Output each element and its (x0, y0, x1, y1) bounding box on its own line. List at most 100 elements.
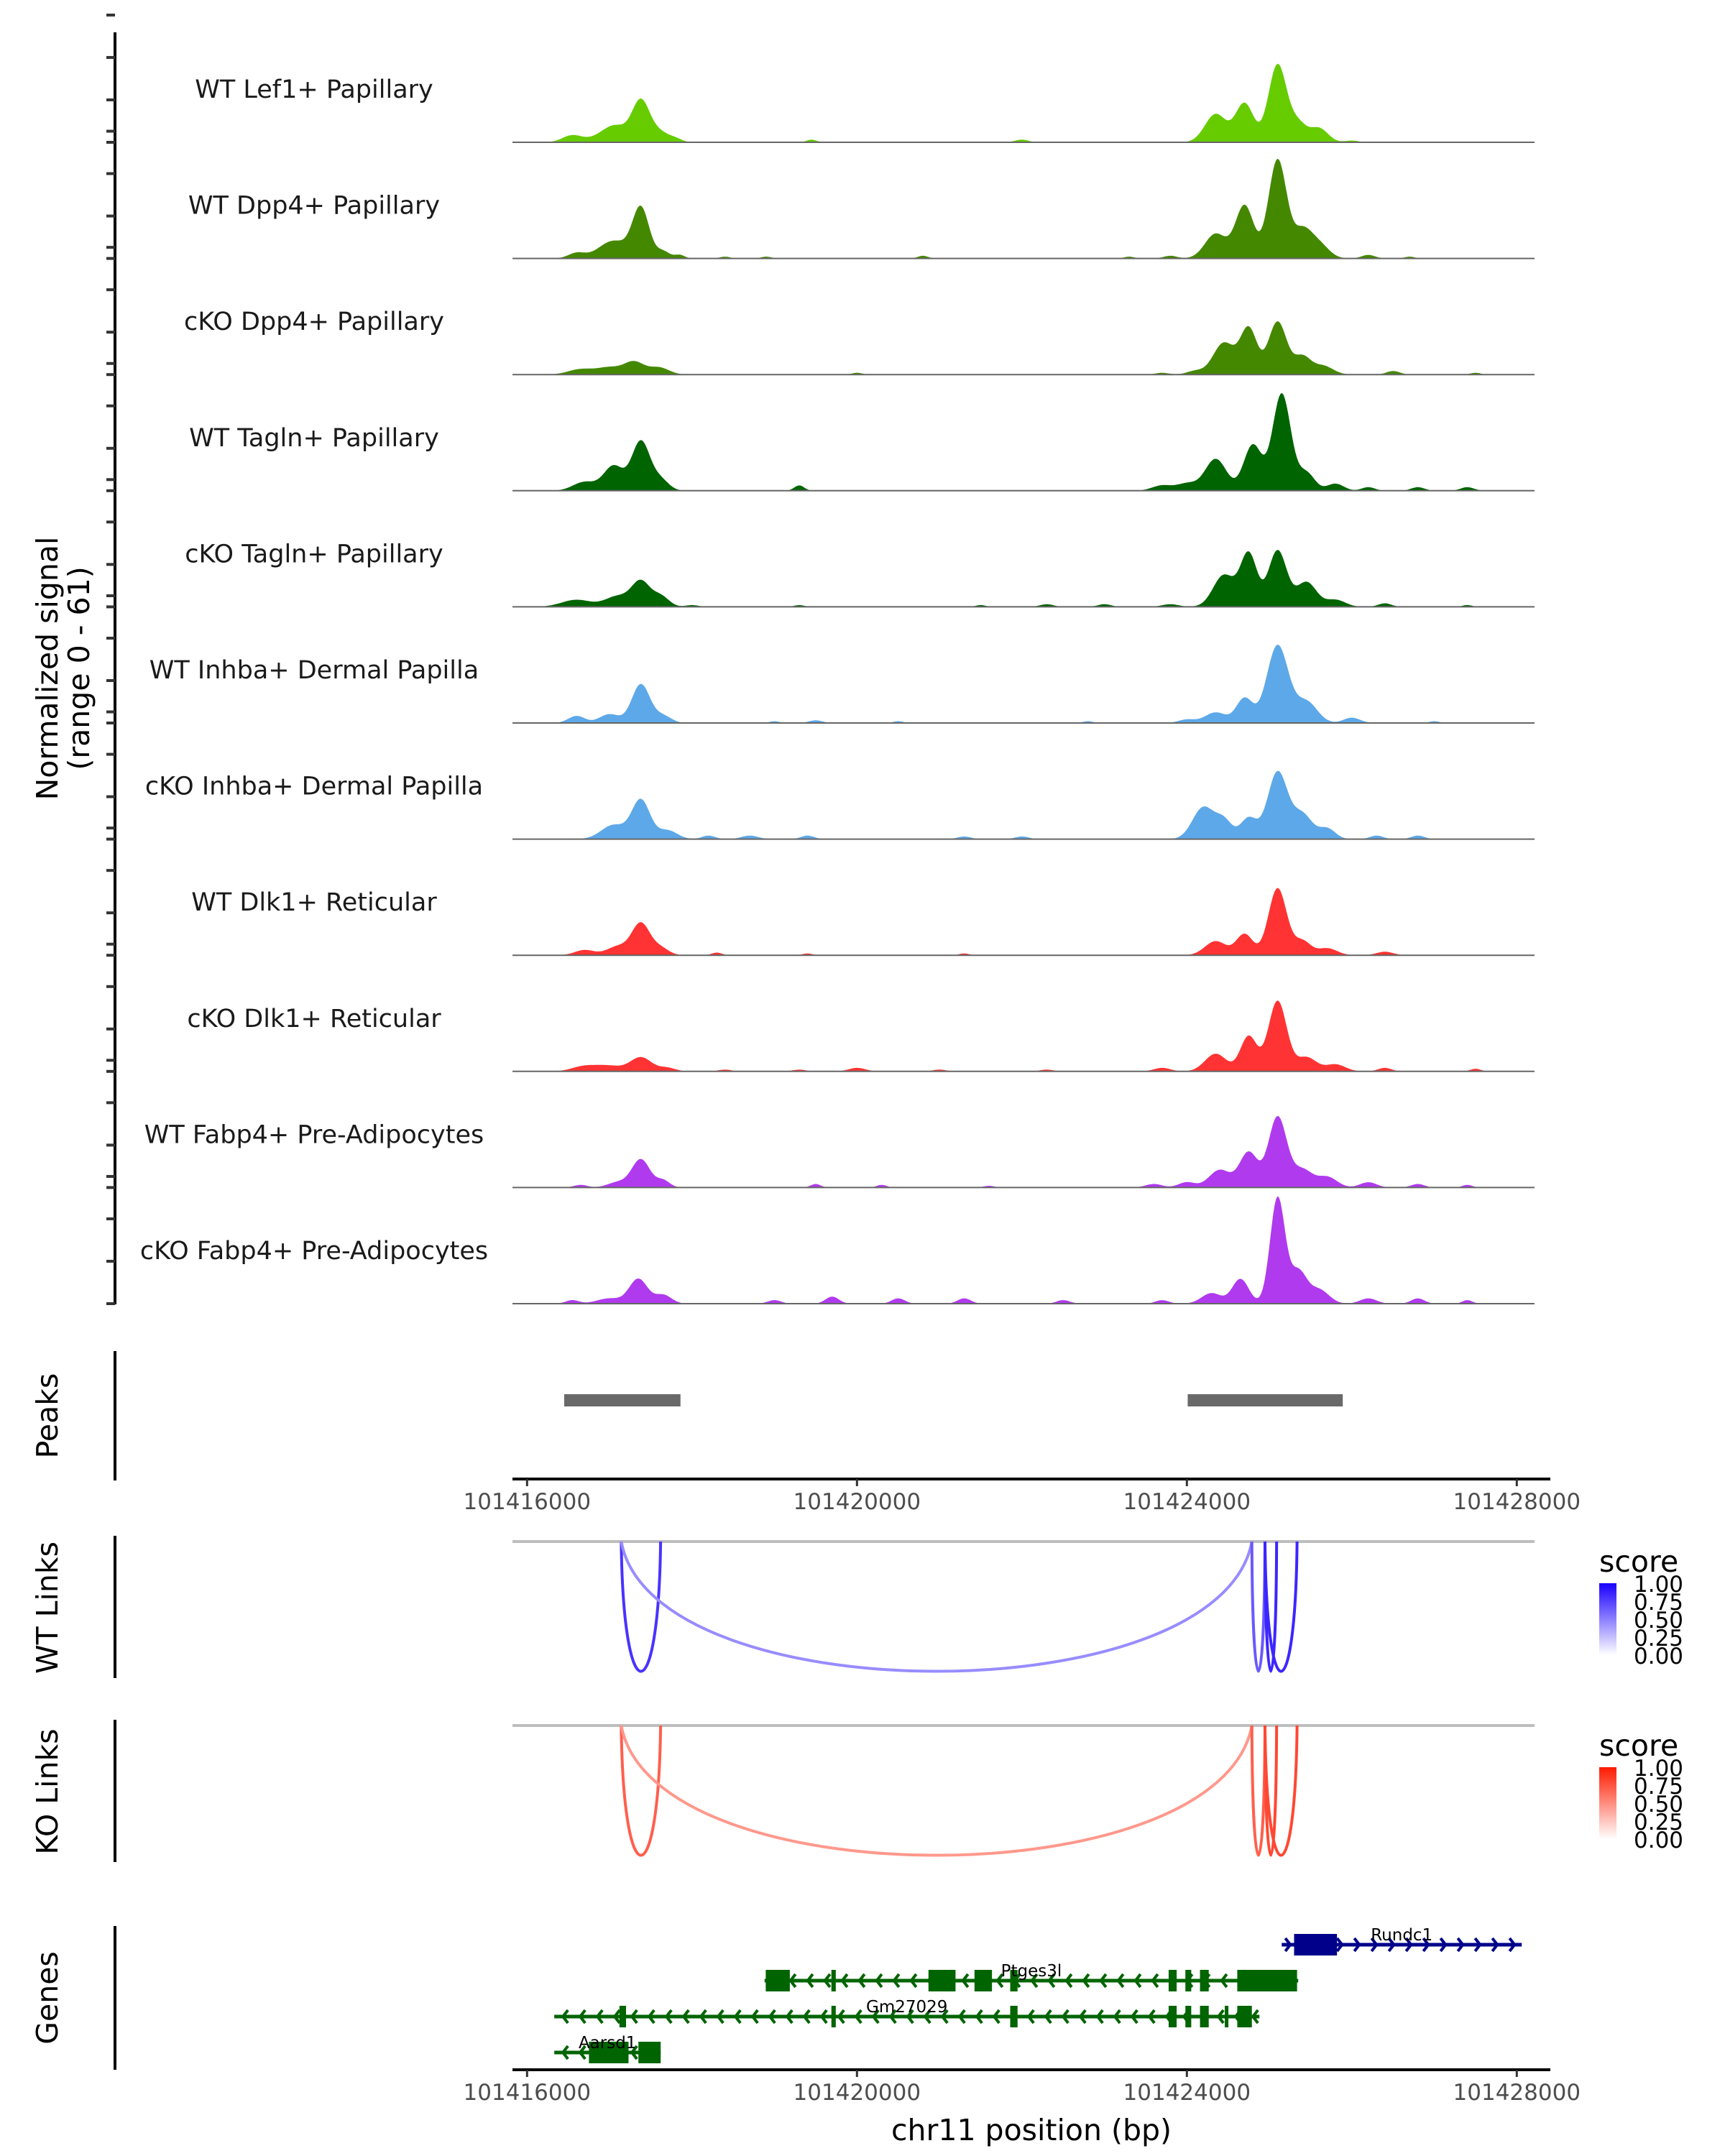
x-tick-label: 101428000 (1453, 1489, 1581, 1515)
coverage-track: cKO Inhba+ Dermal Papilla (106, 710, 1550, 841)
coverage-track: WT Dpp4+ Papillary (106, 129, 1550, 260)
track-label: WT Inhba+ Dermal Papilla (150, 656, 479, 685)
strand-arrow-icon (1422, 1937, 1430, 1953)
strand-arrow-icon (750, 2009, 759, 2024)
coverage-area (512, 770, 1550, 839)
link-arc (620, 1725, 663, 1857)
strand-arrow-icon (1047, 1973, 1056, 1989)
coverage-area (512, 888, 1550, 956)
coverage-track: cKO Dpp4+ Papillary (106, 246, 1550, 377)
peak-region (564, 1394, 681, 1406)
strand-arrow-icon (992, 2009, 1000, 2024)
links-label: KO Links (30, 1728, 65, 1854)
gene-exon (1200, 2006, 1209, 2027)
coverage-area (512, 392, 1550, 491)
coverage-track: WT Dlk1+ Reticular (106, 826, 1550, 957)
strand-arrow-icon (1116, 1973, 1125, 1989)
strand-arrow-icon (1099, 1973, 1108, 1989)
strand-arrow-icon (1284, 1937, 1292, 1953)
track-label: WT Tagln+ Papillary (189, 424, 439, 453)
strand-arrow-icon (1078, 2009, 1087, 2024)
gene-exon (831, 2006, 836, 2027)
coverage-area (512, 550, 1550, 607)
strand-arrow-icon (1251, 2009, 1259, 2024)
gene-label: Ptges3l (1001, 1962, 1062, 1981)
strand-arrow-icon (1353, 1937, 1361, 1953)
strand-arrow-icon (1130, 2009, 1138, 2024)
gene-exon (1237, 1970, 1297, 1991)
legend-tick-label: 0.50 (1634, 1792, 1683, 1818)
strand-arrow-icon (1082, 1973, 1090, 1989)
coverage-area (512, 1000, 1550, 1072)
strand-arrow-icon (802, 2009, 811, 2024)
strand-arrow-icon (823, 1973, 832, 1989)
strand-arrow-icon (906, 2009, 914, 2024)
gene-exon (765, 1970, 790, 1991)
links-label: WT Links (30, 1542, 65, 1674)
strand-arrow-icon (875, 1973, 883, 1989)
track-label: WT Dlk1+ Reticular (191, 888, 437, 917)
track-label: WT Lef1+ Papillary (195, 75, 433, 104)
legend-tick-label: 0.75 (1634, 1590, 1683, 1616)
strand-arrow-icon (561, 2009, 569, 2024)
strand-arrow-icon (1439, 1937, 1448, 1953)
gene-exon (974, 1970, 993, 1991)
strand-arrow-icon (1387, 1937, 1396, 1953)
coverage-track: cKO Dlk1+ Reticular (106, 942, 1550, 1073)
strand-arrow-icon (1508, 1937, 1517, 1953)
legend-tick-label: 0.00 (1634, 1644, 1683, 1669)
strand-arrow-icon (1151, 1973, 1159, 1989)
strand-arrow-icon (664, 2009, 673, 2024)
link-arc (620, 1725, 1254, 1857)
strand-arrow-icon (840, 1973, 849, 1989)
legend-tick-label: 0.50 (1634, 1608, 1683, 1634)
x-tick-label: 101420000 (794, 1489, 921, 1515)
coverage-area (512, 63, 1550, 142)
strand-arrow-icon (630, 2045, 638, 2060)
legend-title: score (1599, 1728, 1678, 1763)
strand-arrow-icon (923, 2009, 932, 2024)
link-arc (1250, 1725, 1266, 1857)
x-tick-label: 101424000 (1123, 1489, 1251, 1515)
x-tick-label: 101424000 (1123, 2080, 1251, 2106)
strand-arrow-icon (1335, 1937, 1344, 1953)
strand-arrow-icon (595, 2009, 604, 2024)
strand-arrow-icon (909, 1973, 918, 1989)
gene-exon (1168, 1970, 1177, 1991)
legend-tick-label: 0.00 (1634, 1828, 1683, 1853)
strand-arrow-icon (957, 2009, 966, 2024)
strand-arrow-icon (578, 2009, 586, 2024)
gene-exon (831, 1970, 836, 1991)
gene-model: Aarsd1 (554, 2034, 661, 2063)
strand-arrow-icon (681, 2009, 690, 2024)
legend-colorbar (1599, 1767, 1616, 1839)
x-tick-label: 101420000 (794, 2080, 921, 2106)
strand-arrow-icon (785, 2009, 794, 2024)
gene-label: Aarsd1 (579, 2034, 637, 2053)
strand-arrow-icon (888, 2009, 897, 2024)
track-label: cKO Fabp4+ Pre-Adipocytes (140, 1237, 488, 1266)
track-label: cKO Tagln+ Papillary (185, 540, 443, 568)
strand-arrow-icon (940, 2009, 949, 2024)
legend-tick-label: 0.75 (1634, 1774, 1683, 1800)
strand-arrow-icon (892, 1973, 901, 1989)
gene-exon (1237, 2006, 1252, 2027)
strand-arrow-icon (561, 2045, 569, 2060)
strand-arrow-icon (1491, 1937, 1499, 1953)
legend-title: score (1599, 1544, 1678, 1579)
coverage-track: cKO Tagln+ Papillary (106, 478, 1550, 609)
strand-arrow-icon (716, 2009, 724, 2024)
coverage-track: cKO Fabp4+ Pre-Adipocytes (106, 1174, 1550, 1305)
gene-exon (1185, 2006, 1192, 2027)
coverage-y-label-line2: (range 0 - 61) (62, 566, 96, 770)
strand-arrow-icon (1030, 1973, 1039, 1989)
legend-tick-label: 0.25 (1634, 1810, 1683, 1835)
x-tick-label: 101416000 (464, 2080, 592, 2106)
legend-tick-label: 0.25 (1634, 1626, 1683, 1651)
strand-arrow-icon (612, 2009, 621, 2024)
gene-exon (928, 1970, 956, 1991)
coverage-track: WT Lef1+ Papillary (106, 13, 1550, 144)
